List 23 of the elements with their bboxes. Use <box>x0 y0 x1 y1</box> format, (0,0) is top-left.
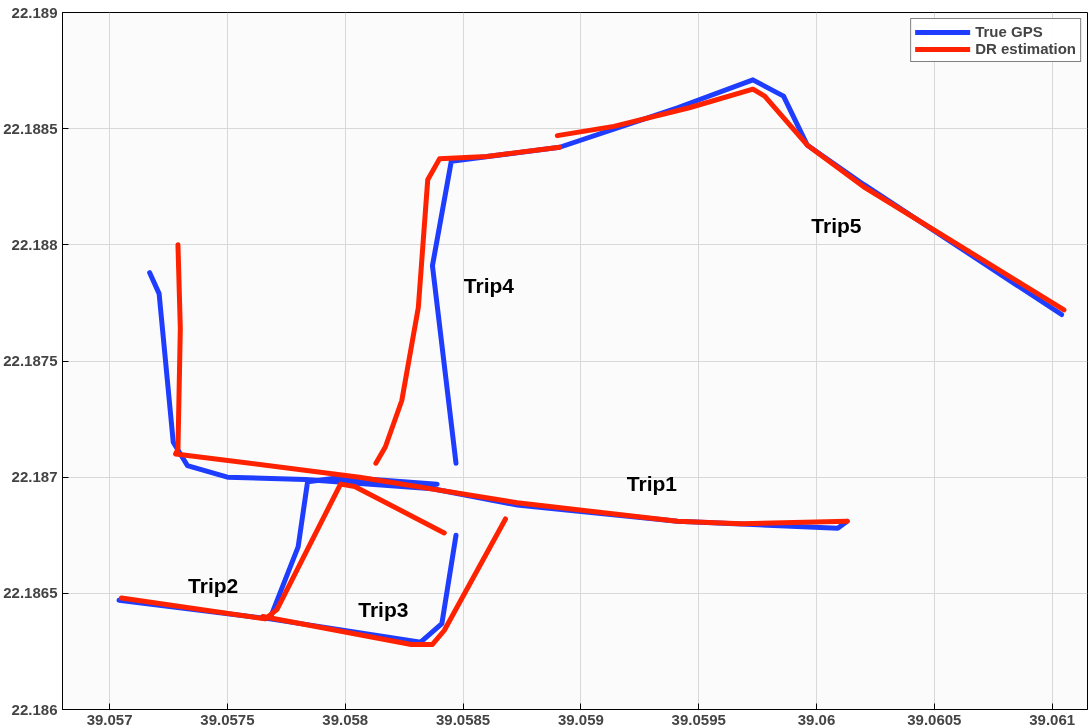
y-tick-label: 22.188 <box>11 235 58 253</box>
annotation: Trip4 <box>463 273 515 297</box>
x-tick-label: 39.058 <box>322 710 369 727</box>
annotation: Trip3 <box>358 598 409 622</box>
x-tick-label: 39.059 <box>557 710 604 727</box>
legend-label: DR estimation <box>975 40 1076 57</box>
y-tick-label: 22.1875 <box>3 352 58 369</box>
x-tick-label: 39.0595 <box>671 710 726 727</box>
x-tick-label: 39.061 <box>1029 710 1076 727</box>
y-tick-label: 22.189 <box>11 3 58 21</box>
legend-label: True GPS <box>975 23 1043 40</box>
annotation: Trip1 <box>626 472 678 496</box>
x-tick-label: 39.0605 <box>907 710 962 727</box>
x-tick-label: 39.06 <box>797 710 836 727</box>
x-tick-label: 39.0585 <box>435 710 491 727</box>
x-tick-label: 39.0575 <box>200 710 255 727</box>
annotation: Trip5 <box>811 213 862 237</box>
y-tick-label: 22.1885 <box>3 119 58 137</box>
y-tick-label: 22.186 <box>11 700 58 718</box>
y-tick-label: 22.187 <box>11 468 58 486</box>
annotation: Trip2 <box>188 573 239 597</box>
y-tick-label: 22.1865 <box>3 584 58 602</box>
x-tick-label: 39.057 <box>86 710 133 727</box>
